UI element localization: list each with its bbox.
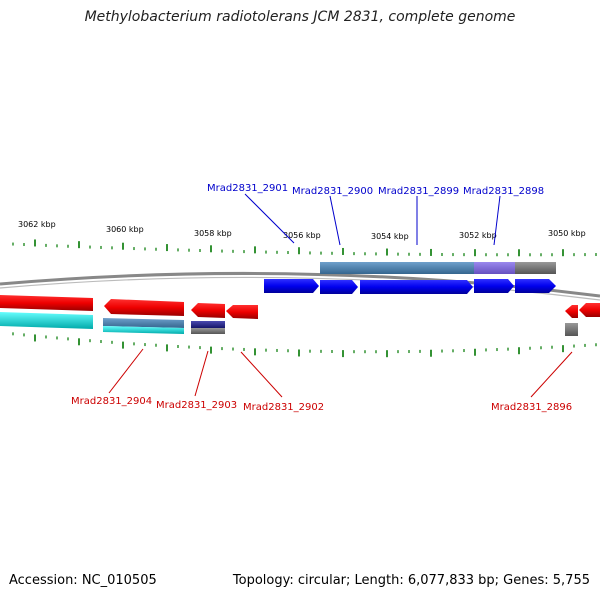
leader-line: [493, 195, 501, 246]
forward-gene-labels: Mrad2831_2901 Mrad2831_2900 Mrad2831_289…: [207, 183, 544, 197]
leader-line: [108, 348, 144, 394]
gene-label-forward[interactable]: Mrad2831_2900: [292, 186, 373, 197]
gene-arrow-forward[interactable]: [360, 280, 473, 294]
scale-ticks-top: [12, 239, 597, 257]
leader-line: [244, 193, 295, 244]
leader-line: [240, 351, 283, 398]
forward-label-leaders: [244, 193, 501, 246]
gene-track-reverse: [0, 295, 600, 319]
gene-arrow-reverse[interactable]: [226, 305, 258, 319]
cds-feature[interactable]: [191, 321, 225, 328]
cds-feature[interactable]: [474, 262, 515, 274]
leader-line: [194, 350, 209, 397]
reverse-gene-labels: Mrad2831_2904 Mrad2831_2903 Mrad2831_290…: [71, 396, 572, 413]
gene-arrow-reverse[interactable]: [565, 305, 578, 318]
scale-label: 3056 kbp: [283, 231, 321, 240]
cds-track-reverse: [0, 312, 578, 336]
scale-label: 3054 kbp: [371, 232, 409, 241]
cds-track-forward: [320, 262, 556, 274]
cds-feature[interactable]: [0, 312, 93, 329]
gene-arrow-reverse[interactable]: [0, 295, 93, 311]
gene-arrow-forward[interactable]: [515, 279, 556, 293]
gene-arrow-reverse[interactable]: [104, 299, 184, 316]
gene-label-forward[interactable]: Mrad2831_2898: [463, 186, 544, 197]
cds-feature[interactable]: [565, 323, 578, 336]
gene-label-reverse[interactable]: Mrad2831_2904: [71, 396, 152, 407]
cds-feature[interactable]: [103, 326, 184, 334]
gene-arrow-forward[interactable]: [320, 280, 358, 294]
reverse-label-leaders: [108, 348, 573, 398]
cds-feature[interactable]: [103, 318, 184, 328]
cds-feature[interactable]: [320, 262, 360, 274]
gene-arrow-forward[interactable]: [264, 279, 319, 293]
cds-feature[interactable]: [515, 262, 556, 274]
scale-label: 3050 kbp: [548, 229, 586, 238]
gene-track-forward: [264, 279, 556, 294]
gene-label-reverse[interactable]: Mrad2831_2903: [156, 400, 237, 411]
gene-label-forward[interactable]: Mrad2831_2901: [207, 183, 288, 194]
scale-label: 3060 kbp: [106, 225, 144, 234]
gene-label-forward[interactable]: Mrad2831_2899: [378, 186, 459, 197]
gene-arrow-reverse[interactable]: [191, 303, 225, 318]
cds-feature[interactable]: [360, 262, 474, 274]
accession-text: Accession: NC_010505: [9, 573, 157, 588]
scale-label: 3058 kbp: [194, 229, 232, 238]
scale-ticks-bottom: [12, 332, 597, 358]
scale-label: 3052 kbp: [459, 231, 497, 240]
scale-label: 3062 kbp: [18, 220, 56, 229]
topology-text: Topology: circular; Length: 6,077,833 bp…: [232, 573, 590, 588]
genome-title: Methylobacterium radiotolerans JCM 2831,…: [84, 9, 516, 25]
cds-feature[interactable]: [191, 328, 225, 334]
leader-line: [530, 351, 573, 398]
gene-arrow-forward[interactable]: [474, 279, 514, 293]
leader-line: [329, 195, 341, 246]
gene-arrow-reverse[interactable]: [579, 303, 600, 317]
scale-labels: 3062 kbp 3060 kbp 3058 kbp 3056 kbp 3054…: [18, 220, 586, 241]
gene-label-reverse[interactable]: Mrad2831_2902: [243, 402, 324, 413]
gene-label-reverse[interactable]: Mrad2831_2896: [491, 402, 572, 413]
